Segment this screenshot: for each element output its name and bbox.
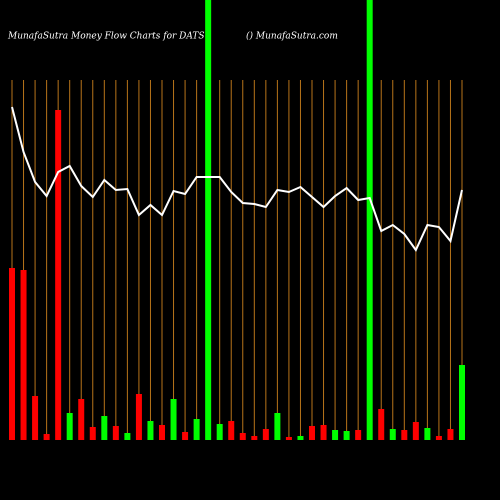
bar: [435, 436, 442, 440]
bar: [332, 430, 339, 440]
bar: [170, 399, 177, 440]
bar: [447, 429, 454, 440]
bar: [389, 429, 396, 440]
bar: [297, 436, 304, 440]
bar: [20, 270, 27, 440]
bar: [343, 431, 350, 440]
chart-title: MunafaSutra Money Flow Charts for DATS: [7, 32, 205, 42]
bar: [147, 421, 154, 440]
bar: [285, 437, 292, 440]
bar: [216, 424, 223, 440]
bar: [78, 399, 85, 440]
bar: [9, 268, 15, 440]
bar: [355, 430, 362, 440]
bar: [366, 0, 373, 440]
bar: [89, 427, 96, 440]
money-flow-line: [11, 106, 463, 252]
bar: [101, 416, 108, 440]
bar: [228, 421, 235, 440]
bar: [401, 430, 408, 440]
bar: [182, 432, 189, 440]
bar: [55, 110, 62, 440]
bar: [459, 365, 465, 440]
bar: [66, 413, 73, 440]
bar: [159, 425, 165, 440]
bar: [205, 0, 212, 440]
bar: [193, 419, 200, 440]
bar: [135, 394, 142, 440]
bar: [262, 429, 269, 440]
bar: [424, 428, 431, 440]
chart-subtitle: () MunafaSutra.com: [246, 31, 338, 42]
bar: [378, 409, 385, 440]
bar: [320, 425, 327, 440]
bar: [239, 433, 246, 440]
bar: [412, 422, 419, 440]
bar: [274, 413, 281, 440]
bar: [124, 433, 131, 440]
bar: [32, 396, 39, 440]
bar: [309, 426, 315, 440]
bar: [251, 436, 258, 440]
bar: [43, 434, 50, 440]
bar: [112, 426, 119, 440]
